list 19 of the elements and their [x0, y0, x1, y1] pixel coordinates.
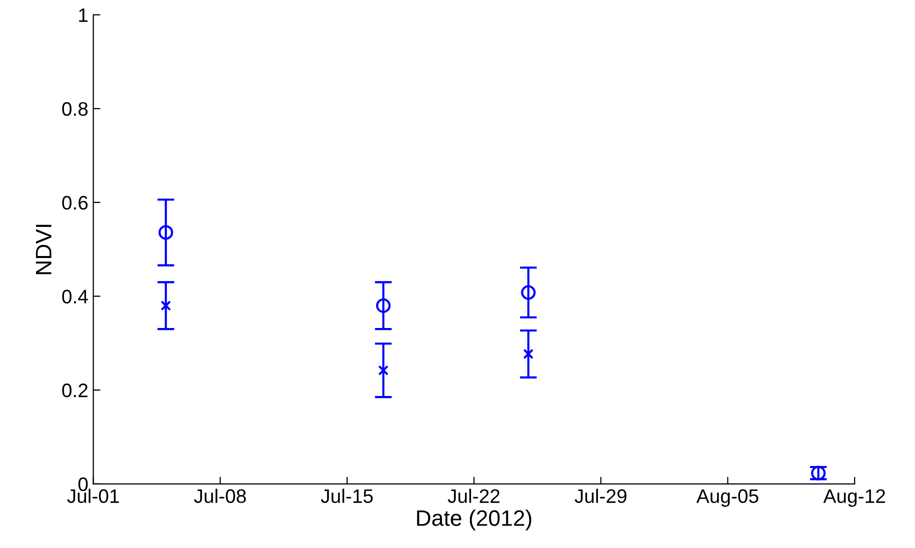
y-tick-label: 0.4	[62, 290, 88, 304]
y-tick-label: 0.2	[62, 384, 88, 398]
x-tick-label: Aug-12	[823, 489, 885, 507]
point	[158, 225, 174, 240]
y-tick-label: 0.8	[62, 102, 88, 116]
x-tick-label: Jul-29	[574, 488, 626, 504]
point	[521, 285, 536, 300]
point	[376, 298, 391, 313]
point	[378, 365, 389, 376]
x-tick-label: Jul-08	[194, 488, 246, 504]
x-tick-label: Jul-15	[320, 488, 373, 504]
point	[523, 348, 534, 360]
x-tick-label: Aug-05	[696, 489, 758, 507]
y-tick-label: 1	[79, 8, 88, 22]
y-axis-title: NDVI	[36, 224, 52, 274]
point	[160, 300, 172, 311]
x-tick-label: Jul-22	[448, 488, 500, 504]
y-tick-label: 0.6	[62, 196, 88, 210]
x-axis-title: Date (2012)	[417, 510, 532, 530]
